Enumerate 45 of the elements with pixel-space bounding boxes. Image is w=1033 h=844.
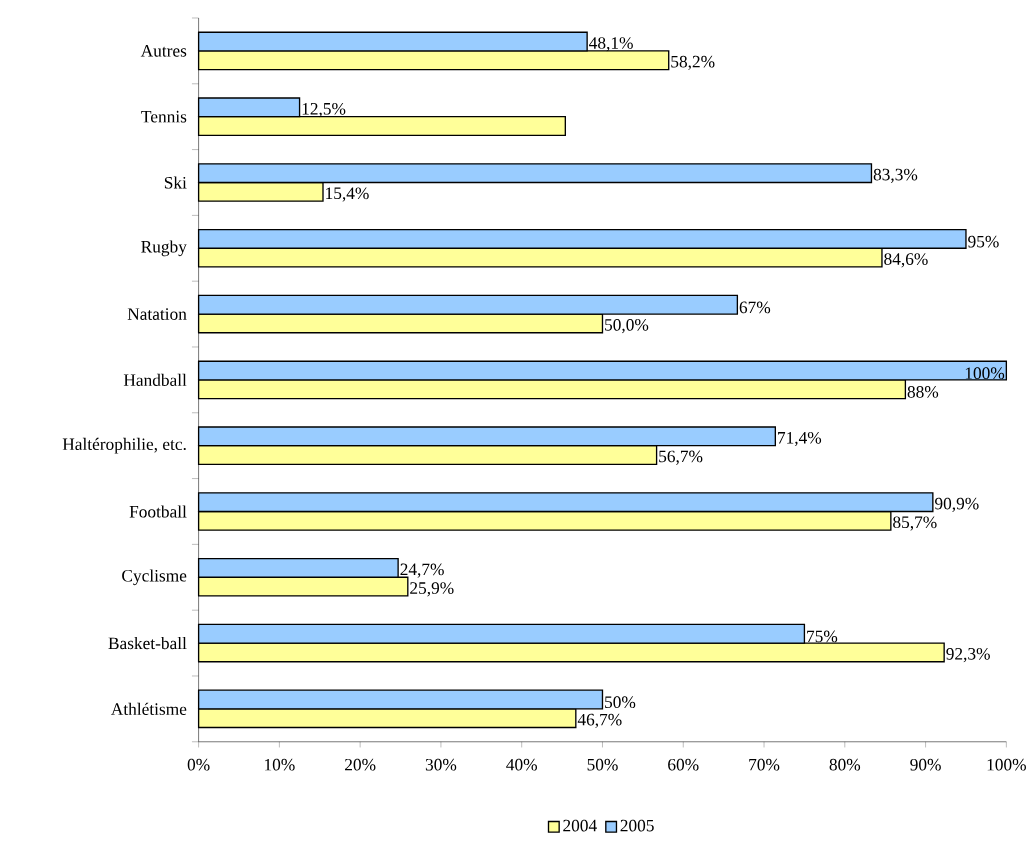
data-label: 24,7% — [400, 563, 444, 578]
legend-label: 2005 — [620, 819, 654, 832]
y-tick-label: Handball — [123, 373, 187, 387]
data-label: 84,6% — [884, 253, 928, 268]
data-label: 25,9% — [410, 582, 454, 597]
data-label: 15,4% — [326, 187, 369, 202]
data-label: 46,7% — [577, 713, 622, 729]
x-tick-label: 20% — [345, 758, 376, 771]
x-tick-label: 90% — [910, 758, 941, 771]
y-tick-label: Haltérophilie, etc. — [62, 437, 186, 454]
data-label: 58,2% — [671, 55, 715, 71]
data-label: 88% — [907, 386, 939, 398]
y-tick-label: Autres — [140, 45, 187, 57]
x-tick-label: 70% — [749, 758, 780, 771]
data-label: 95% — [968, 235, 999, 248]
data-label: 85,7% — [893, 516, 937, 531]
x-tick-label: 60% — [668, 758, 699, 771]
x-tick-label: 30% — [425, 758, 457, 771]
data-label: 100% — [965, 367, 1005, 380]
y-tick-label: Cyclisme — [122, 569, 187, 586]
data-label: 67% — [739, 301, 771, 314]
y-tick-label: Athlétisme — [111, 702, 187, 716]
y-tick-label: Ski — [164, 176, 187, 189]
y-tick-label: Natation — [127, 308, 187, 321]
y-tick-label: Basket-ball — [108, 637, 187, 650]
data-label: 90,9% — [935, 497, 979, 513]
x-tick-label: 40% — [506, 758, 537, 771]
data-label: 83,3% — [873, 168, 918, 184]
x-tick-label: 80% — [829, 758, 861, 771]
x-tick-label: 50% — [587, 758, 618, 771]
y-tick-label: Football — [129, 505, 187, 518]
legend-label: 2004 — [563, 819, 597, 832]
data-label: 71,4% — [778, 432, 822, 447]
x-tick-label: 0% — [187, 758, 210, 771]
y-tick-label: Rugby — [141, 240, 187, 257]
data-label: 75% — [807, 630, 838, 643]
x-tick-label: 10% — [265, 758, 295, 771]
data-label: 50% — [605, 696, 636, 709]
data-label: 12,5% — [302, 103, 346, 118]
data-label: 48,1% — [589, 37, 633, 52]
x-tick-label: 100% — [987, 758, 1026, 771]
data-label: 92,3% — [946, 648, 990, 663]
y-tick-label: Tennis — [141, 110, 187, 123]
data-label: 50,0% — [605, 319, 649, 334]
data-label: 56,7% — [659, 450, 703, 465]
